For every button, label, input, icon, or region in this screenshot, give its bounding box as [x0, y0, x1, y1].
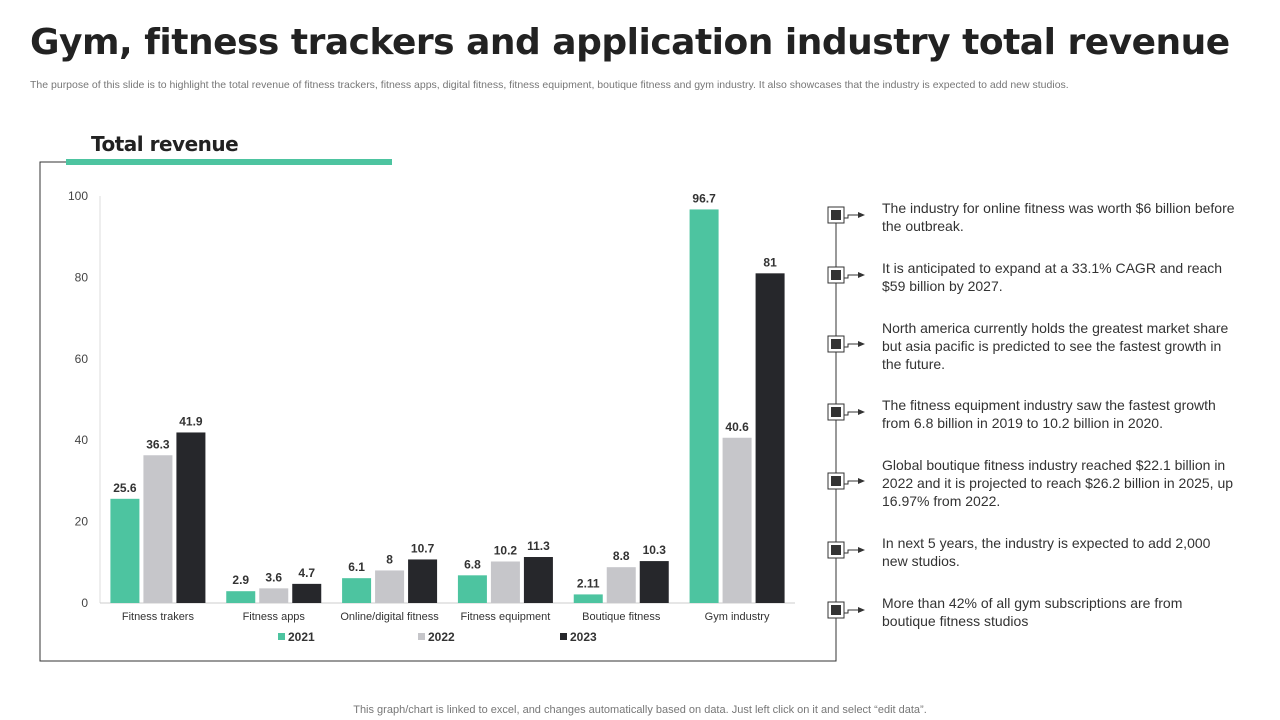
y-tick-label: 60 [75, 352, 89, 366]
timeline-marker-icon [827, 403, 865, 421]
bar-2023 [755, 273, 785, 603]
x-tick-label: Online/digital fitness [340, 611, 439, 623]
data-label: 4.7 [298, 566, 315, 580]
y-tick-label: 80 [75, 270, 89, 284]
bar-2021 [573, 594, 603, 603]
bar-2021 [689, 209, 719, 603]
bar-2023 [639, 561, 669, 603]
x-tick-label: Fitness trakers [122, 611, 195, 623]
data-label: 10.2 [494, 543, 518, 557]
data-label: 2.9 [232, 573, 249, 587]
bar-2023 [292, 583, 322, 603]
y-tick-label: 100 [68, 189, 88, 203]
data-label: 10.7 [411, 541, 435, 555]
legend-swatch [278, 633, 285, 640]
footer-note: This graph/chart is linked to excel, and… [353, 704, 927, 716]
data-label: 41.9 [179, 414, 203, 428]
note-text: Global boutique fitness industry reached… [882, 457, 1234, 509]
y-tick-label: 0 [81, 596, 88, 610]
x-tick-label: Fitness equipment [460, 611, 550, 623]
timeline-marker-icon [827, 472, 865, 490]
x-tick-label: Boutique fitness [582, 611, 661, 623]
page-title: Gym, fitness trackers and application in… [30, 22, 1230, 63]
legend-label: 2023 [570, 630, 597, 644]
data-label: 11.3 [527, 539, 550, 553]
bar-2022 [143, 455, 173, 603]
data-label: 25.6 [113, 481, 137, 495]
note-text: In next 5 years, the industry is expecte… [882, 535, 1211, 569]
data-label: 36.3 [146, 437, 170, 451]
y-tick-label: 20 [75, 515, 89, 529]
y-tick-label: 40 [75, 433, 89, 447]
data-label: 2.11 [577, 576, 600, 590]
timeline-marker-icon [827, 601, 865, 619]
note-text: The fitness equipment industry saw the f… [882, 397, 1216, 431]
legend-label: 2022 [428, 630, 455, 644]
x-tick-label: Gym industry [705, 611, 770, 623]
bar-2023 [408, 559, 438, 603]
bar-2022 [606, 567, 636, 603]
bar-2021 [342, 578, 372, 603]
data-label: 96.7 [692, 191, 716, 205]
chart-title-underline [66, 159, 392, 165]
legend-swatch [560, 633, 567, 640]
data-label: 6.1 [348, 560, 365, 574]
bar-2021 [457, 575, 487, 603]
timeline-marker-icon [827, 206, 865, 224]
bar-2021 [226, 591, 256, 603]
timeline-marker-icon [827, 335, 865, 353]
note-text: It is anticipated to expand at a 33.1% C… [882, 260, 1223, 294]
note-text: North america currently holds the greate… [882, 320, 1229, 372]
x-tick-label: Fitness apps [243, 611, 306, 623]
data-label: 8 [386, 552, 393, 566]
data-label: 81 [763, 255, 777, 269]
data-label: 6.8 [464, 557, 481, 571]
timeline-marker-icon [827, 266, 865, 284]
data-label: 40.6 [725, 420, 749, 434]
data-label: 3.6 [265, 570, 282, 584]
page-subtitle: The purpose of this slide is to highligh… [30, 79, 1069, 91]
legend-swatch [418, 633, 425, 640]
note-text: More than 42% of all gym subscriptions a… [882, 595, 1183, 629]
bar-2023 [523, 557, 553, 603]
data-label: 8.8 [613, 549, 630, 563]
bar-2022 [490, 561, 520, 603]
bar-2022 [375, 570, 405, 603]
bar-2021 [110, 498, 140, 603]
bar-2022 [259, 588, 289, 603]
chart-title: Total revenue [91, 132, 239, 156]
timeline-marker-icon [827, 541, 865, 559]
data-label: 10.3 [643, 543, 667, 557]
bar-2023 [176, 432, 206, 603]
bar-2022 [722, 437, 752, 603]
legend-label: 2021 [288, 630, 315, 644]
note-text: The industry for online fitness was wort… [882, 200, 1235, 234]
